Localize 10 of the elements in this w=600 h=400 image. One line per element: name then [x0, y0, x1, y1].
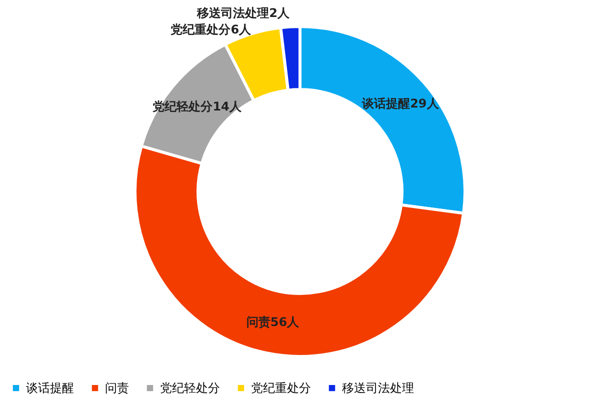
data-label: 谈话提醒29人 — [361, 96, 440, 111]
data-label: 党纪轻处分14人 — [152, 100, 242, 114]
legend-label: 问责 — [105, 381, 129, 396]
legend-label: 党纪轻处分 — [160, 381, 220, 396]
legend-label: 谈话提醒 — [26, 381, 74, 396]
legend-label: 党纪重处分 — [251, 381, 311, 396]
data-label: 问责56人 — [246, 315, 300, 330]
legend-label: 移送司法处理 — [342, 381, 414, 396]
data-label: 移送司法处理2人 — [196, 6, 290, 20]
data-label: 党纪重处分6人 — [170, 22, 252, 37]
